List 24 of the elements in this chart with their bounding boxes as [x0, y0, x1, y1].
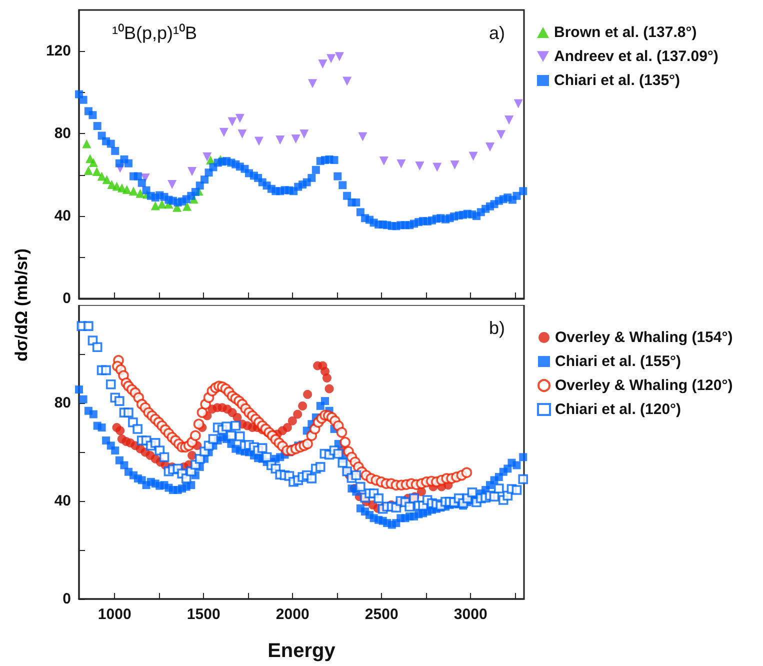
y-tick-label: 40 — [54, 208, 71, 225]
annotation: b) — [488, 318, 506, 338]
legend-label: Brown et al. (137.8°) — [554, 24, 697, 41]
legend-label: Chiari et al. (120°) — [555, 401, 682, 418]
y-tick-label: 0 — [62, 290, 71, 307]
legend-label: Chiari et al. (155°) — [555, 353, 682, 370]
annotation: ¹⁰B(p,p)¹⁰B — [112, 23, 198, 43]
annotation: a) — [488, 23, 506, 43]
legend-label: Overley & Whaling (120°) — [555, 377, 733, 394]
x-tick-label: 1500 — [186, 606, 220, 623]
legend-label: Overley & Whaling (154°) — [555, 329, 733, 346]
x-axis-title: Energy — [268, 640, 336, 662]
legend-label: Andreev et al. (137.09°) — [554, 48, 718, 65]
x-tick-label: 3000 — [454, 606, 488, 623]
y-tick-label: 80 — [54, 394, 71, 412]
y-axis-title: dσ/dΩ (mb/sr) — [12, 248, 32, 362]
y-tick-label: 80 — [54, 125, 71, 142]
x-tick-label: 2500 — [364, 606, 398, 623]
y-tick-label: 0 — [62, 590, 71, 608]
y-tick-label: 40 — [54, 492, 71, 510]
y-tick-label: 120 — [46, 42, 71, 60]
x-tick-label: 1000 — [98, 606, 132, 623]
x-tick-label: 2000 — [276, 606, 310, 623]
legend-label: Chiari et al. (135°) — [554, 72, 680, 89]
